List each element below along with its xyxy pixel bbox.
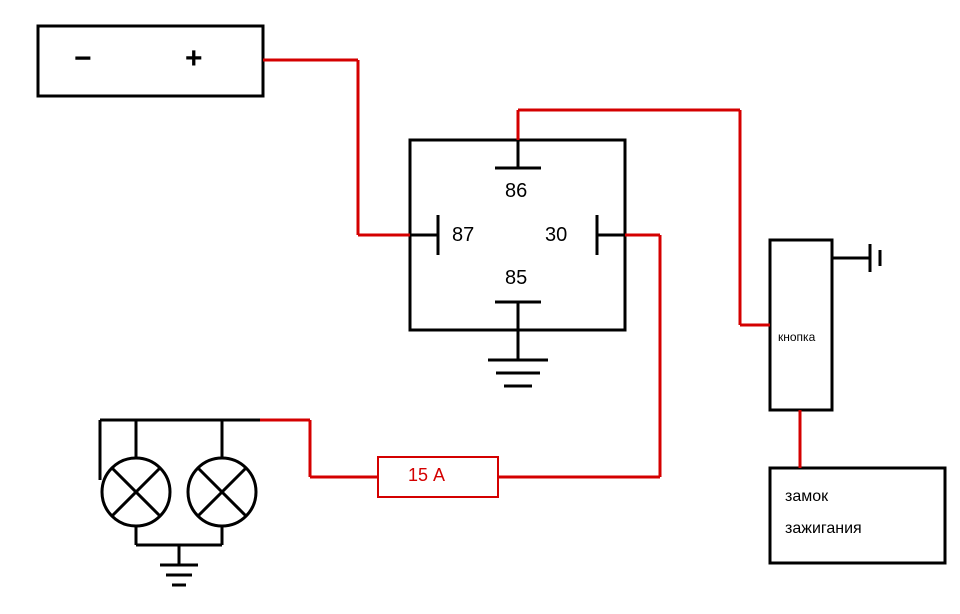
relay-label-30: 30 [545, 224, 567, 247]
wire-fuse-to-lamps [260, 420, 378, 477]
relay-label-86: 86 [505, 180, 527, 203]
battery-plus: + [185, 42, 203, 76]
lamp-2 [188, 458, 256, 526]
relay-pin86-marker [495, 140, 541, 168]
relay-label-85: 85 [505, 267, 527, 290]
button-box [770, 240, 832, 410]
lamp-1 [102, 458, 170, 526]
relay-ground [488, 330, 548, 386]
ignition-box [770, 468, 945, 563]
ignition-label-2: зажигания [785, 520, 862, 538]
wire-button-to-relay86 [518, 110, 770, 325]
relay-label-87: 87 [452, 224, 474, 247]
button-ground [832, 244, 880, 272]
wire-battery-to-relay87 [263, 60, 410, 235]
relay-pin30-marker [597, 215, 625, 255]
relay-pin85-marker [495, 302, 541, 330]
relay-pin87-marker [410, 215, 438, 255]
ignition-label-1: замок [785, 488, 828, 506]
battery-minus: − [74, 42, 92, 76]
lamp-top-connector [100, 420, 260, 480]
battery-box [38, 26, 263, 96]
lamp-ground [136, 526, 222, 585]
fuse-label: 15 А [408, 465, 445, 486]
button-label: кнопка [778, 330, 815, 344]
